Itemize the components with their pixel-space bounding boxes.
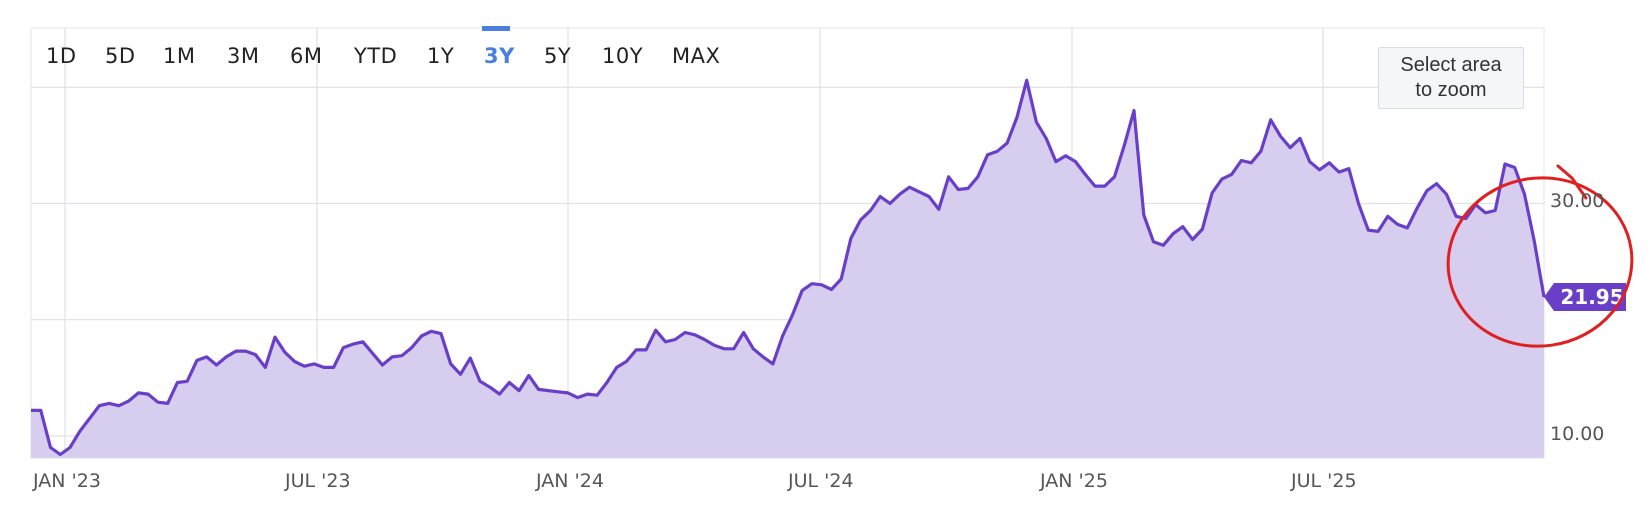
range-button-6m[interactable]: 6M — [290, 44, 323, 68]
range-button-3m[interactable]: 3M — [227, 44, 260, 68]
range-button-10y[interactable]: 10Y — [602, 44, 644, 68]
last-value-badge-group: 21.95 — [1544, 283, 1626, 312]
last-value-label: 21.95 — [1560, 285, 1623, 309]
y-tick-label: 10.00 — [1550, 422, 1605, 445]
range-button-1d[interactable]: 1D — [46, 44, 77, 68]
x-tick-label: JUL '25 — [1291, 470, 1357, 492]
x-tick-label: JAN '24 — [536, 470, 604, 492]
area-fill — [31, 80, 1544, 459]
y-tick-label: 30.00 — [1550, 190, 1605, 213]
x-tick-label: JAN '23 — [33, 470, 101, 492]
range-button-3y[interactable]: 3Y — [484, 44, 515, 68]
hand-drawn-annotation — [1446, 164, 1634, 348]
range-button-1m[interactable]: 1M — [163, 44, 196, 68]
range-button-max[interactable]: MAX — [672, 44, 721, 68]
range-button-5d[interactable]: 5D — [105, 44, 136, 68]
x-tick-label: JUL '23 — [285, 470, 351, 492]
annotation-circle — [1446, 176, 1634, 348]
active-range-indicator — [482, 26, 510, 31]
zoom-hint-line2: to zoom — [1415, 79, 1487, 101]
range-button-5y[interactable]: 5Y — [544, 44, 572, 68]
series-line — [31, 78, 1546, 457]
range-button-1y[interactable]: 1Y — [427, 44, 455, 68]
zoom-hint[interactable]: Select area to zoom — [1378, 47, 1524, 109]
last-value-badge — [1544, 283, 1626, 312]
x-tick-label: JAN '25 — [1040, 470, 1108, 492]
x-tick-label: JUL '24 — [788, 470, 854, 492]
range-button-ytd[interactable]: YTD — [354, 44, 398, 68]
zoom-hint-line1: Select area — [1400, 54, 1502, 76]
annotation-tick — [1556, 164, 1588, 200]
